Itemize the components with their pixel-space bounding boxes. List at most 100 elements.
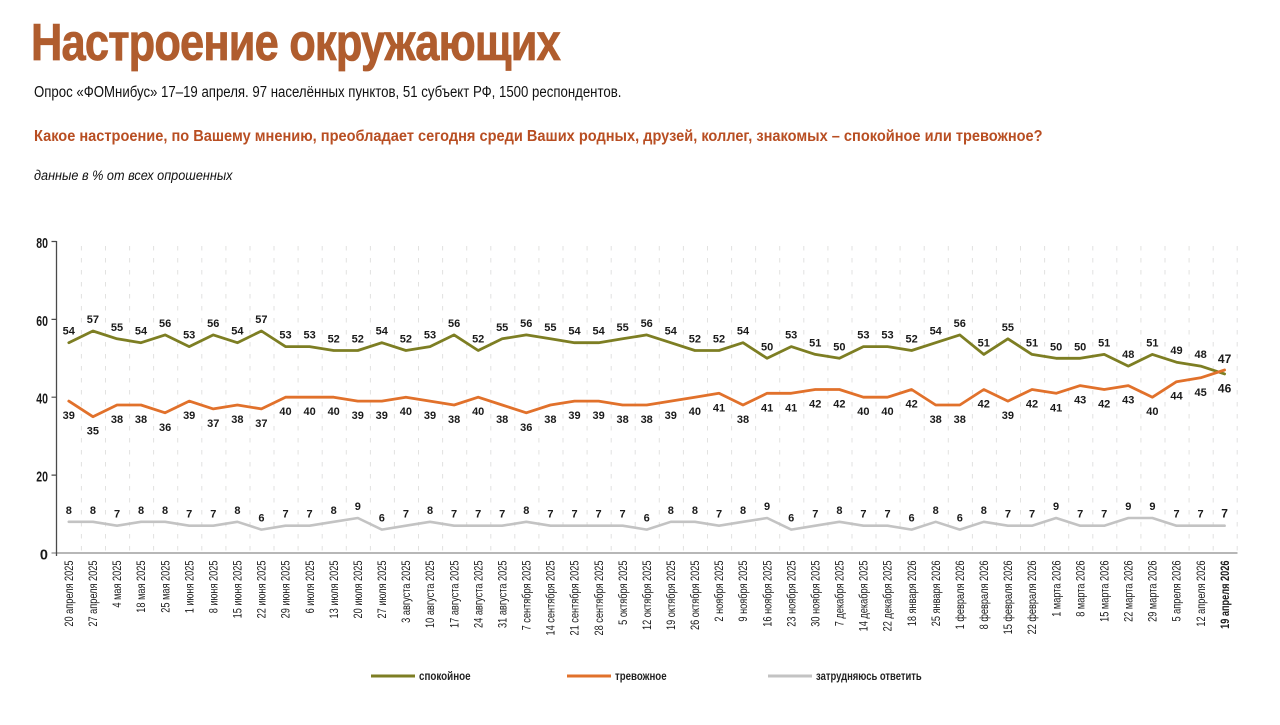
svg-text:21 сентября 2025: 21 сентября 2025 [569,560,582,635]
svg-text:8 июня 2025: 8 июня 2025 [209,560,221,613]
svg-text:44: 44 [1170,391,1183,403]
svg-text:7: 7 [1198,509,1204,521]
svg-text:51: 51 [1026,337,1038,349]
svg-text:26 октября 2025: 26 октября 2025 [689,560,702,630]
svg-text:9 ноября 2025: 9 ноября 2025 [737,560,750,621]
svg-text:38: 38 [448,414,460,426]
svg-text:25 января 2026: 25 января 2026 [931,560,943,626]
svg-text:24 августа 2025: 24 августа 2025 [474,560,486,628]
svg-text:17 августа 2025: 17 августа 2025 [449,560,461,628]
svg-text:7: 7 [186,509,192,521]
svg-text:9: 9 [1125,501,1131,513]
svg-text:48: 48 [1194,349,1206,361]
svg-text:41: 41 [1050,402,1062,414]
svg-text:5 октября 2025: 5 октября 2025 [617,560,630,625]
svg-text:40: 40 [328,406,340,418]
svg-text:51: 51 [978,337,990,349]
svg-text:42: 42 [809,399,821,411]
svg-text:54: 54 [63,326,76,338]
svg-text:50: 50 [833,341,845,353]
svg-text:57: 57 [255,314,267,326]
svg-text:8: 8 [933,505,939,517]
svg-text:54: 54 [135,326,148,338]
svg-text:8: 8 [427,505,433,517]
svg-text:7: 7 [403,509,409,521]
svg-text:27 июля 2025: 27 июля 2025 [377,560,389,618]
svg-text:8: 8 [162,505,168,517]
svg-text:54: 54 [930,326,943,338]
svg-text:3 августа 2025: 3 августа 2025 [401,560,413,623]
svg-text:7: 7 [1005,509,1011,521]
svg-text:38: 38 [135,414,147,426]
svg-text:48: 48 [1122,349,1134,361]
svg-text:51: 51 [809,337,821,349]
svg-text:15 марта 2026: 15 марта 2026 [1100,560,1112,622]
svg-text:54: 54 [592,326,605,338]
svg-text:50: 50 [1074,341,1086,353]
svg-text:12 апреля 2026: 12 апреля 2026 [1196,560,1208,626]
svg-text:55: 55 [616,322,628,334]
svg-text:8: 8 [668,505,674,517]
svg-text:52: 52 [472,334,484,346]
svg-text:38: 38 [641,414,653,426]
svg-text:9: 9 [764,501,770,513]
svg-text:40: 40 [472,406,484,418]
svg-text:7: 7 [716,509,722,521]
svg-text:53: 53 [424,330,436,342]
svg-text:51: 51 [1098,337,1110,349]
svg-text:15 февраля 2026: 15 февраля 2026 [1002,560,1015,634]
svg-text:30 ноября 2025: 30 ноября 2025 [810,560,823,626]
svg-text:20: 20 [36,470,48,486]
svg-text:6: 6 [258,513,264,525]
svg-text:60: 60 [36,314,48,330]
svg-text:39: 39 [183,410,195,422]
svg-text:8: 8 [692,505,698,517]
svg-text:39: 39 [592,410,604,422]
svg-text:6 июля 2025: 6 июля 2025 [305,560,317,613]
svg-text:40: 40 [689,406,701,418]
svg-text:8: 8 [836,505,842,517]
svg-text:38: 38 [111,414,123,426]
svg-text:54: 54 [376,326,389,338]
svg-text:38: 38 [954,414,966,426]
svg-text:40: 40 [36,392,48,408]
svg-text:22 декабря 2025: 22 декабря 2025 [882,560,895,631]
svg-text:6: 6 [909,513,915,525]
svg-text:39: 39 [376,410,388,422]
svg-text:7: 7 [620,509,626,521]
svg-text:14 декабря 2025: 14 декабря 2025 [858,560,871,631]
svg-text:42: 42 [833,399,845,411]
svg-text:39: 39 [568,410,580,422]
svg-text:55: 55 [111,322,123,334]
svg-text:54: 54 [665,326,678,338]
svg-text:29 марта 2026: 29 марта 2026 [1148,560,1160,622]
svg-text:7 декабря 2025: 7 декабря 2025 [834,560,847,626]
svg-text:56: 56 [207,318,219,330]
svg-text:39: 39 [1002,410,1014,422]
svg-text:29 июня 2025: 29 июня 2025 [281,560,293,618]
svg-text:53: 53 [303,330,315,342]
svg-text:20 апреля 2025: 20 апреля 2025 [64,560,76,626]
svg-text:7: 7 [1077,509,1083,521]
svg-text:35: 35 [87,426,99,438]
svg-text:38: 38 [544,414,556,426]
svg-text:40: 40 [303,406,315,418]
svg-text:4 мая 2025: 4 мая 2025 [112,560,124,607]
svg-text:40: 40 [857,406,869,418]
svg-text:12 октября 2025: 12 октября 2025 [641,560,654,630]
svg-text:8: 8 [66,505,72,517]
svg-text:38: 38 [231,414,243,426]
svg-text:50: 50 [761,341,773,353]
svg-text:7 сентября 2025: 7 сентября 2025 [521,560,534,630]
svg-text:тревожное: тревожное [615,671,667,683]
svg-text:38: 38 [930,414,942,426]
svg-text:40: 40 [279,406,291,418]
svg-text:41: 41 [761,402,773,414]
svg-text:40: 40 [1146,406,1158,418]
svg-text:7: 7 [1101,509,1107,521]
svg-text:52: 52 [352,334,364,346]
svg-text:43: 43 [1074,395,1086,407]
svg-text:55: 55 [496,322,508,334]
svg-text:19 апреля 2026: 19 апреля 2026 [1220,560,1232,629]
svg-text:43: 43 [1122,395,1134,407]
